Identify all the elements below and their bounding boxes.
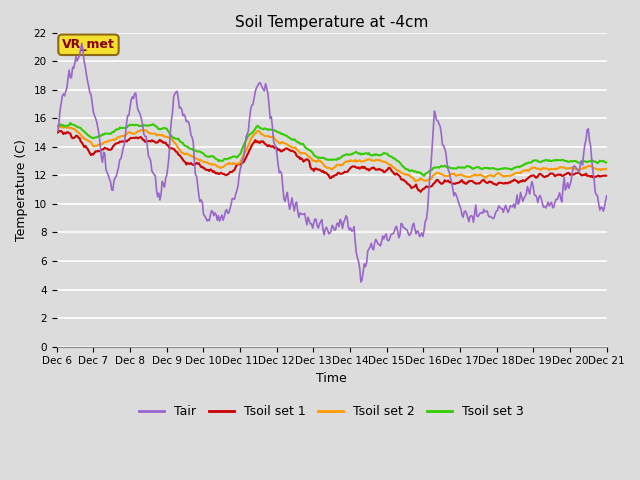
Legend: Tair, Tsoil set 1, Tsoil set 2, Tsoil set 3: Tair, Tsoil set 1, Tsoil set 2, Tsoil se… xyxy=(134,400,529,423)
Text: VR_met: VR_met xyxy=(62,38,115,51)
Y-axis label: Temperature (C): Temperature (C) xyxy=(15,139,28,240)
X-axis label: Time: Time xyxy=(316,372,347,385)
Title: Soil Temperature at -4cm: Soil Temperature at -4cm xyxy=(235,15,428,30)
